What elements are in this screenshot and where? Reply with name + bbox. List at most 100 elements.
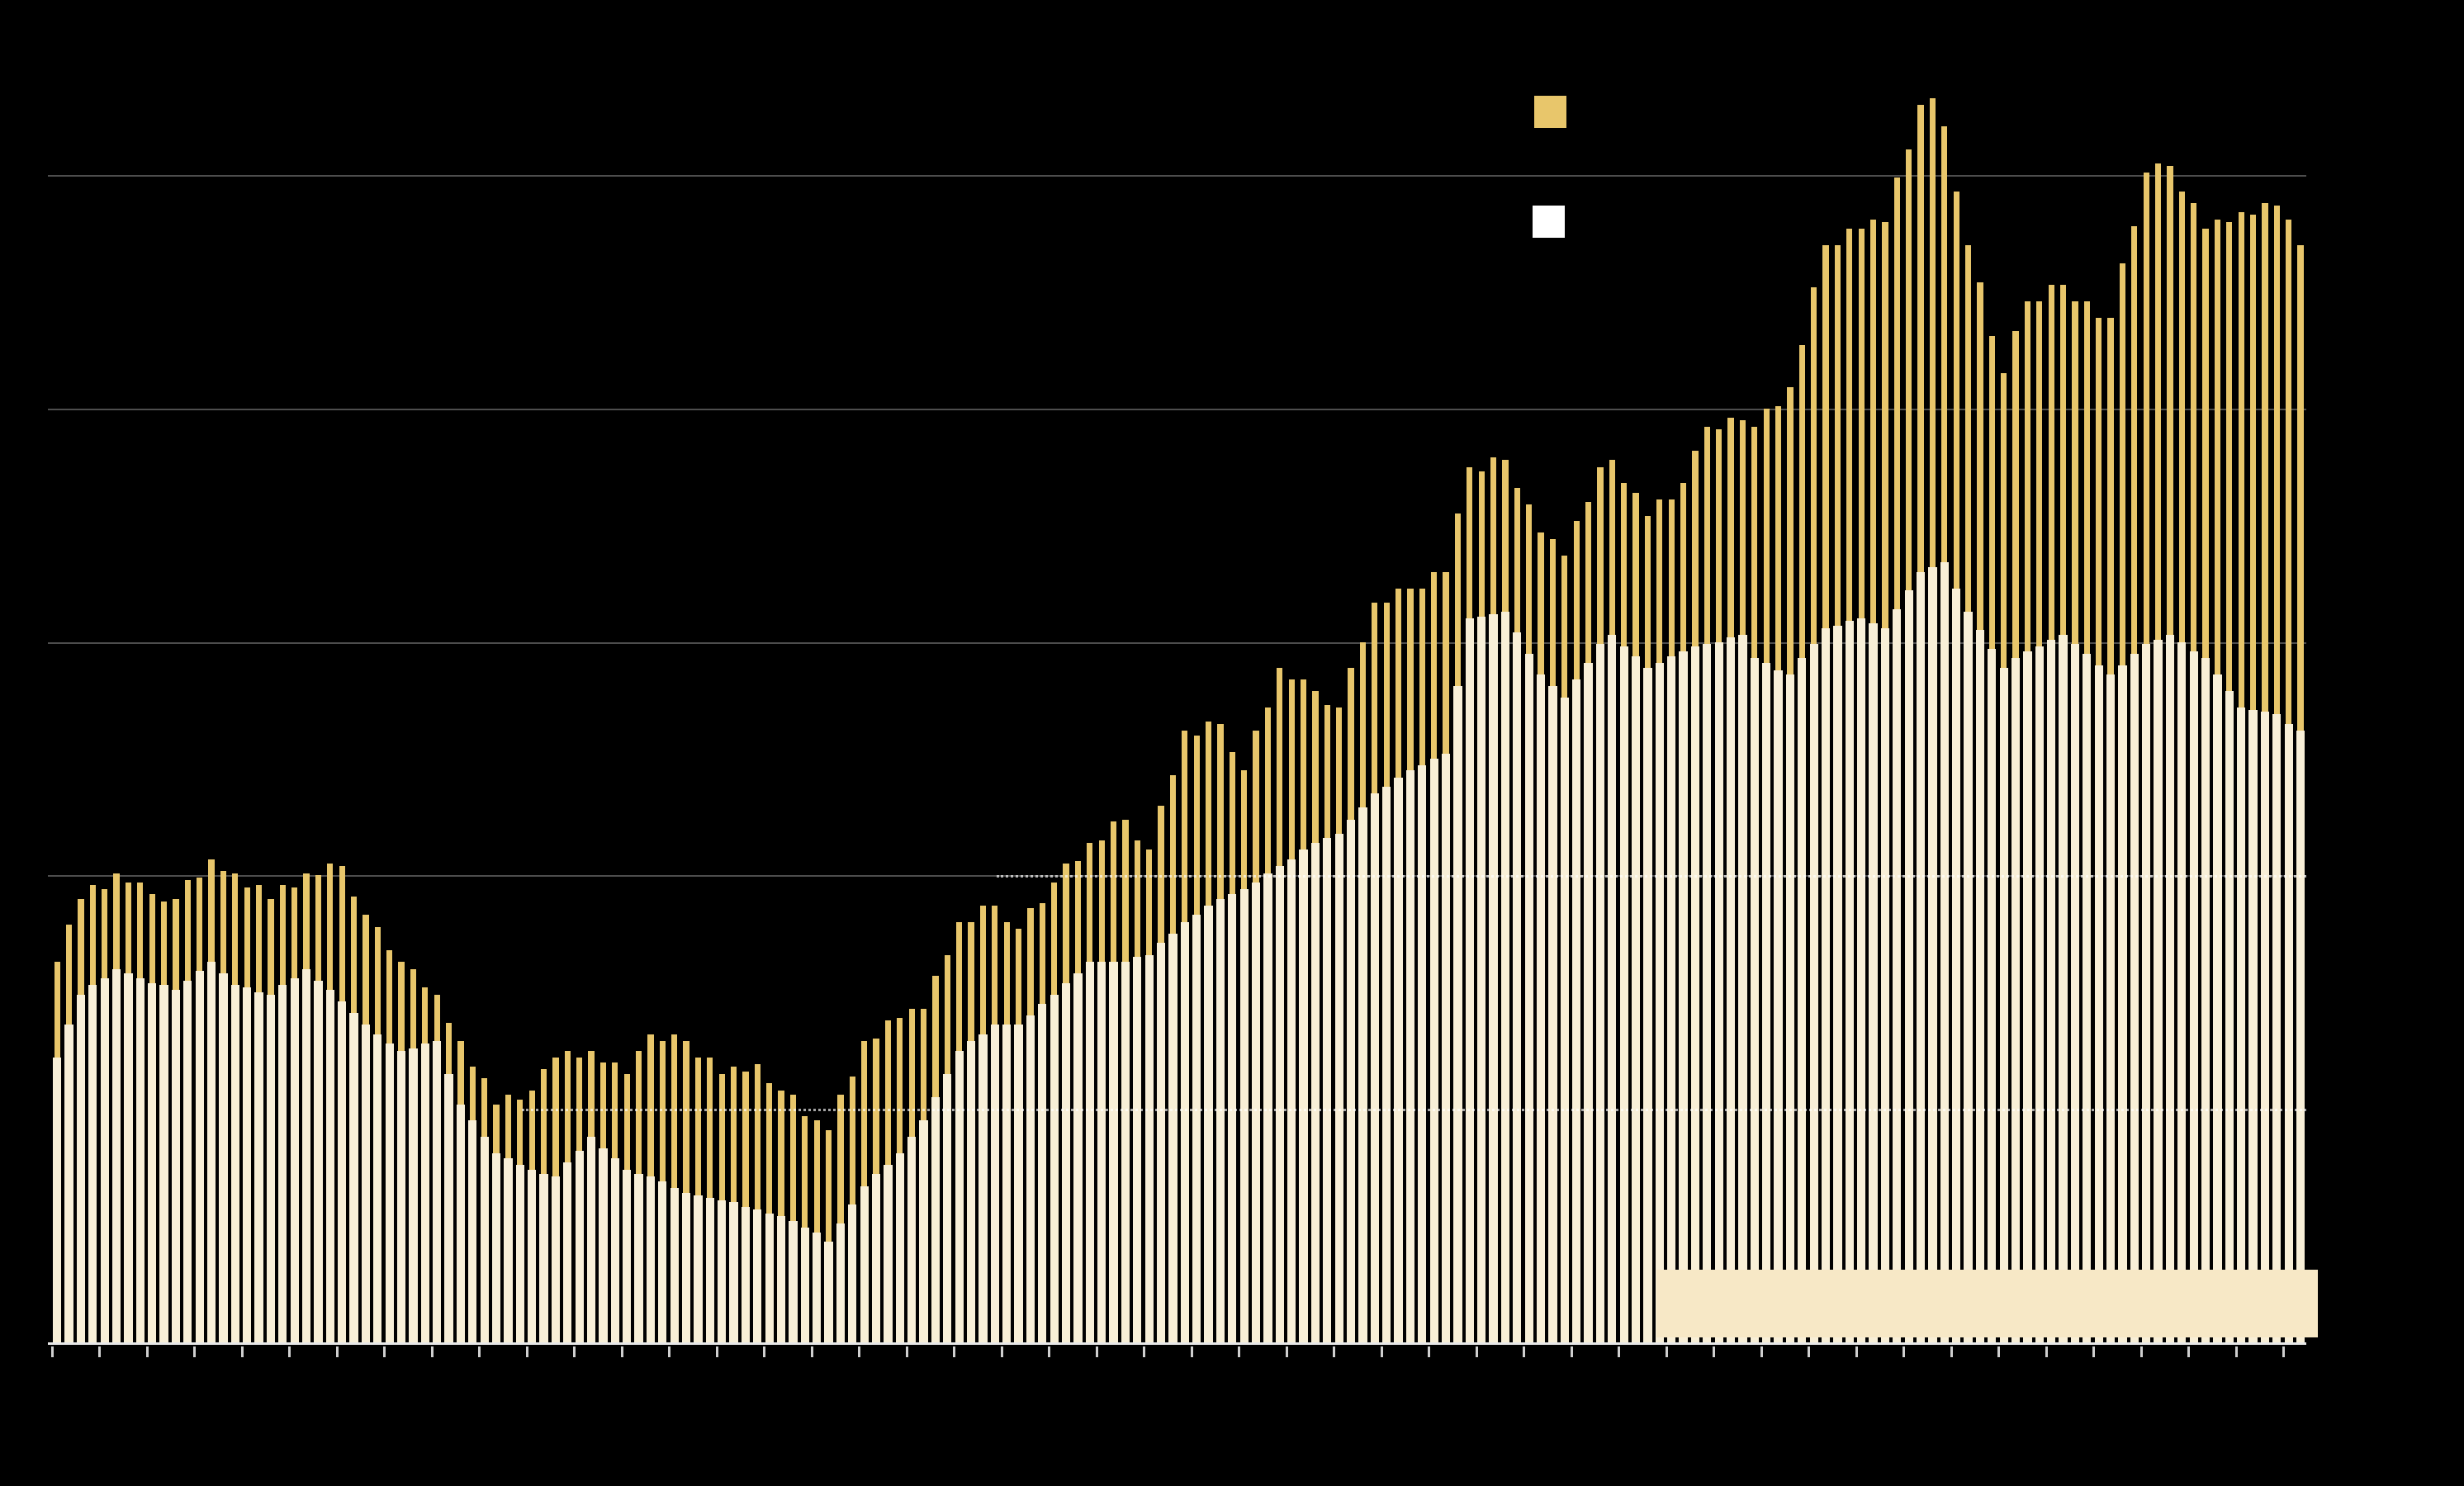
cream-bar bbox=[2272, 714, 2282, 1342]
cream-bar bbox=[2142, 644, 2151, 1342]
cream-bar bbox=[266, 994, 276, 1342]
x-axis-tick bbox=[1902, 1346, 1906, 1357]
cream-bar bbox=[243, 987, 252, 1342]
x-axis-tick bbox=[1475, 1346, 1478, 1357]
bar-column bbox=[2283, 0, 2295, 1342]
x-axis-tick bbox=[953, 1346, 956, 1357]
bar-column bbox=[1974, 0, 1986, 1342]
bar-column bbox=[1737, 0, 1748, 1342]
bar-column bbox=[75, 0, 87, 1342]
cream-bar bbox=[2260, 712, 2270, 1342]
bar-column bbox=[111, 0, 122, 1342]
cream-bar bbox=[1667, 655, 1676, 1342]
bar-column bbox=[1239, 0, 1250, 1342]
cream-bar bbox=[1002, 1025, 1012, 1342]
cream-bar bbox=[729, 1202, 738, 1342]
bar-column bbox=[182, 0, 193, 1342]
x-axis-tick bbox=[668, 1346, 671, 1357]
cream-bar bbox=[1916, 571, 1926, 1342]
cream-bar bbox=[943, 1073, 952, 1342]
cream-bar bbox=[148, 982, 157, 1342]
cream-bar bbox=[111, 968, 121, 1342]
bar-column bbox=[1012, 0, 1024, 1342]
cream-bar bbox=[409, 1048, 418, 1342]
bar-column bbox=[2010, 0, 2021, 1342]
x-axis-tick bbox=[1997, 1346, 2001, 1357]
cream-bar bbox=[1121, 962, 1130, 1342]
cream-bar bbox=[195, 971, 204, 1342]
bar-column bbox=[764, 0, 775, 1342]
cream-bar bbox=[1038, 1003, 1047, 1342]
cream-bar bbox=[1251, 882, 1261, 1342]
bar-column bbox=[1226, 0, 1238, 1342]
x-axis-tick bbox=[98, 1346, 102, 1357]
cream-bar bbox=[480, 1137, 489, 1342]
cream-bar bbox=[2154, 639, 2163, 1342]
cream-bar bbox=[1608, 635, 1617, 1342]
cream-bar bbox=[2284, 723, 2293, 1342]
bar-column bbox=[965, 0, 977, 1342]
cream-bar bbox=[978, 1034, 988, 1342]
bar-column bbox=[609, 0, 621, 1342]
cream-bar bbox=[1287, 859, 1296, 1342]
cream-bar bbox=[1500, 611, 1510, 1342]
bar-column bbox=[1286, 0, 1297, 1342]
bar-column bbox=[1202, 0, 1214, 1342]
bar-column bbox=[336, 0, 348, 1342]
bar-column bbox=[894, 0, 906, 1342]
bar-column bbox=[669, 0, 680, 1342]
bar-column bbox=[253, 0, 264, 1342]
cream-bar bbox=[124, 973, 133, 1342]
cream-bar bbox=[2070, 644, 2080, 1342]
bar-column bbox=[396, 0, 407, 1342]
bar-column bbox=[443, 0, 454, 1342]
cream-bar bbox=[76, 994, 86, 1342]
cream-bar bbox=[753, 1209, 762, 1342]
cream-bar bbox=[1750, 658, 1759, 1342]
cream-bar bbox=[2177, 641, 2187, 1342]
bar-column bbox=[775, 0, 787, 1342]
cream-bar bbox=[1655, 663, 1664, 1342]
bar-column bbox=[230, 0, 241, 1342]
bar-column bbox=[170, 0, 182, 1342]
cream-bar bbox=[491, 1152, 501, 1342]
cream-bar bbox=[2035, 646, 2044, 1342]
cream-bar bbox=[301, 968, 311, 1342]
cream-bar bbox=[1204, 906, 1213, 1342]
cream-bar bbox=[1714, 641, 1723, 1342]
cream-bar bbox=[254, 991, 263, 1342]
bar-column bbox=[1511, 0, 1523, 1342]
x-axis-tick bbox=[905, 1346, 908, 1357]
highlight-band bbox=[1656, 1270, 2318, 1337]
cream-bar bbox=[1893, 609, 1902, 1342]
x-axis-tick bbox=[335, 1346, 339, 1357]
cream-bar bbox=[776, 1216, 786, 1342]
x-axis-tick bbox=[1238, 1346, 1241, 1357]
cream-bar bbox=[1441, 754, 1451, 1342]
bar-column bbox=[1523, 0, 1535, 1342]
bar-column bbox=[1120, 0, 1131, 1342]
x-axis-tick bbox=[193, 1346, 197, 1357]
bar-column bbox=[87, 0, 98, 1342]
bar-column bbox=[1452, 0, 1463, 1342]
bar-column bbox=[822, 0, 834, 1342]
bar-column bbox=[1072, 0, 1083, 1342]
cream-bar bbox=[1975, 630, 1985, 1342]
bar-column bbox=[1321, 0, 1333, 1342]
x-axis-tick bbox=[715, 1346, 718, 1357]
x-axis-tick bbox=[1380, 1346, 1383, 1357]
bar-column bbox=[419, 0, 431, 1342]
cream-bar bbox=[1845, 621, 1854, 1342]
x-axis-tick bbox=[1143, 1346, 1146, 1357]
bar-column bbox=[1167, 0, 1178, 1342]
bar-column bbox=[2140, 0, 2152, 1342]
cream-bar bbox=[456, 1104, 466, 1342]
cream-bar bbox=[1489, 613, 1498, 1342]
cream-bar bbox=[2189, 651, 2198, 1342]
cream-bar bbox=[610, 1157, 619, 1342]
x-axis-tick bbox=[1428, 1346, 1431, 1357]
bar-column bbox=[2235, 0, 2247, 1342]
x-axis-tick bbox=[430, 1346, 434, 1357]
bar-column bbox=[2271, 0, 2282, 1342]
bar-column bbox=[1535, 0, 1547, 1342]
